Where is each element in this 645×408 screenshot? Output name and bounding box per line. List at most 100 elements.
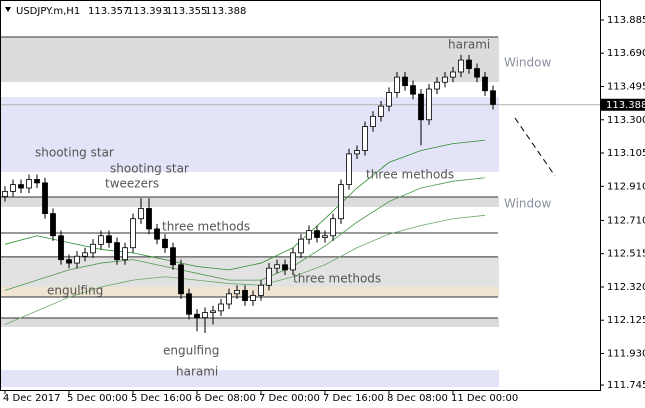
x-tick-label: 7 Dec 16:00 xyxy=(323,393,384,404)
candle-body xyxy=(34,179,40,184)
candle-body xyxy=(178,264,184,295)
candle-body xyxy=(370,115,376,127)
y-tick-label: 112.320 xyxy=(607,282,645,293)
candle-body xyxy=(210,310,216,313)
candle-body xyxy=(314,230,320,238)
x-tick-label: 6 Dec 08:00 xyxy=(195,393,256,404)
x-tick-label: 7 Dec 00:00 xyxy=(259,393,320,404)
candle-body xyxy=(450,71,456,78)
y-tick-label: 113.495 xyxy=(607,81,645,92)
candle-body xyxy=(458,59,464,73)
candle-body xyxy=(442,76,448,83)
y-tick-label: 112.710 xyxy=(607,215,645,226)
candle-body xyxy=(386,92,392,107)
candle-body xyxy=(306,230,312,240)
candle-body xyxy=(106,235,112,243)
candle-body xyxy=(482,76,488,92)
candle-body xyxy=(378,105,384,117)
annotation: harami xyxy=(448,38,490,52)
price-tag xyxy=(601,98,645,111)
candle-body xyxy=(50,213,56,237)
annotation: shooting star xyxy=(35,146,114,160)
candle-body xyxy=(170,247,176,266)
ohlc-high: 113.393 xyxy=(127,6,168,17)
candle-body xyxy=(2,191,8,197)
candle-body xyxy=(10,184,16,192)
y-tick-label: 112.910 xyxy=(607,181,645,192)
x-tick-label: 8 Dec 08:00 xyxy=(387,393,448,404)
annotation: engulfing xyxy=(47,284,103,298)
moving-average xyxy=(4,139,486,271)
trend-line xyxy=(514,117,556,177)
candle-body xyxy=(298,238,304,254)
x-tick-label: 5 Dec 00:00 xyxy=(67,393,128,404)
candle-body xyxy=(490,90,496,105)
zone xyxy=(1,256,499,287)
candle-body xyxy=(114,242,120,261)
candle-body xyxy=(362,126,368,151)
ohlc-low: 113.355 xyxy=(166,6,207,17)
candle-body xyxy=(354,150,360,155)
candle-body xyxy=(434,81,440,90)
candle-body xyxy=(130,218,136,249)
candle-body xyxy=(42,182,48,214)
y-tick-label: 113.300 xyxy=(607,115,645,126)
candle-body xyxy=(274,264,280,269)
annotation: shooting star xyxy=(110,162,189,176)
zone xyxy=(1,197,499,207)
candle-body xyxy=(202,312,208,319)
candle-body xyxy=(122,247,128,261)
zone xyxy=(1,370,499,388)
candle-body xyxy=(98,235,104,245)
candle-body xyxy=(138,208,144,220)
candle-body xyxy=(250,295,256,302)
candle-body xyxy=(82,252,88,257)
annotation: three methods xyxy=(162,220,250,234)
candle-body xyxy=(330,218,336,237)
candle-body xyxy=(338,184,344,220)
candle-body xyxy=(66,259,72,264)
candle-body xyxy=(474,68,480,78)
annotation: harami xyxy=(176,365,218,379)
x-tick-label: 11 Dec 00:00 xyxy=(451,393,518,404)
x-tick-label: 4 Dec 2017 xyxy=(3,393,61,404)
candle-body xyxy=(266,267,272,286)
indicators xyxy=(4,139,486,325)
zone xyxy=(1,97,499,172)
y-tick-label: 113.885 xyxy=(607,15,645,26)
candle-body xyxy=(346,153,352,185)
candle-body xyxy=(402,76,408,87)
annotation: Window xyxy=(504,197,552,211)
menu-icon[interactable] xyxy=(5,7,11,12)
annotation: Window xyxy=(504,56,552,70)
ohlc-close: 113.388 xyxy=(205,6,246,17)
plot-frame xyxy=(0,0,601,391)
candle-body xyxy=(218,303,224,312)
candle-body xyxy=(466,59,472,69)
candle-body xyxy=(322,235,328,238)
candle-body xyxy=(162,238,168,249)
candle-body xyxy=(26,179,32,189)
candle-body xyxy=(58,235,64,261)
zone xyxy=(1,286,499,298)
candle-body xyxy=(154,228,160,240)
y-tick-label: 113.690 xyxy=(607,48,645,59)
candle-body xyxy=(290,252,296,271)
moving-average xyxy=(4,177,486,291)
candle-body xyxy=(426,88,432,121)
zone xyxy=(1,37,499,83)
y-tick-label: 112.125 xyxy=(607,315,645,326)
candles xyxy=(2,54,496,334)
candle-body xyxy=(418,93,424,121)
candle-body xyxy=(194,313,200,319)
annotation: tweezers xyxy=(105,177,159,191)
moving-average xyxy=(4,214,486,325)
candle-body xyxy=(234,289,240,295)
candle-body xyxy=(410,85,416,95)
candle-body xyxy=(18,184,24,189)
candle-body xyxy=(282,264,288,271)
candle-body xyxy=(258,284,264,296)
annotation: engulfing xyxy=(163,344,219,358)
